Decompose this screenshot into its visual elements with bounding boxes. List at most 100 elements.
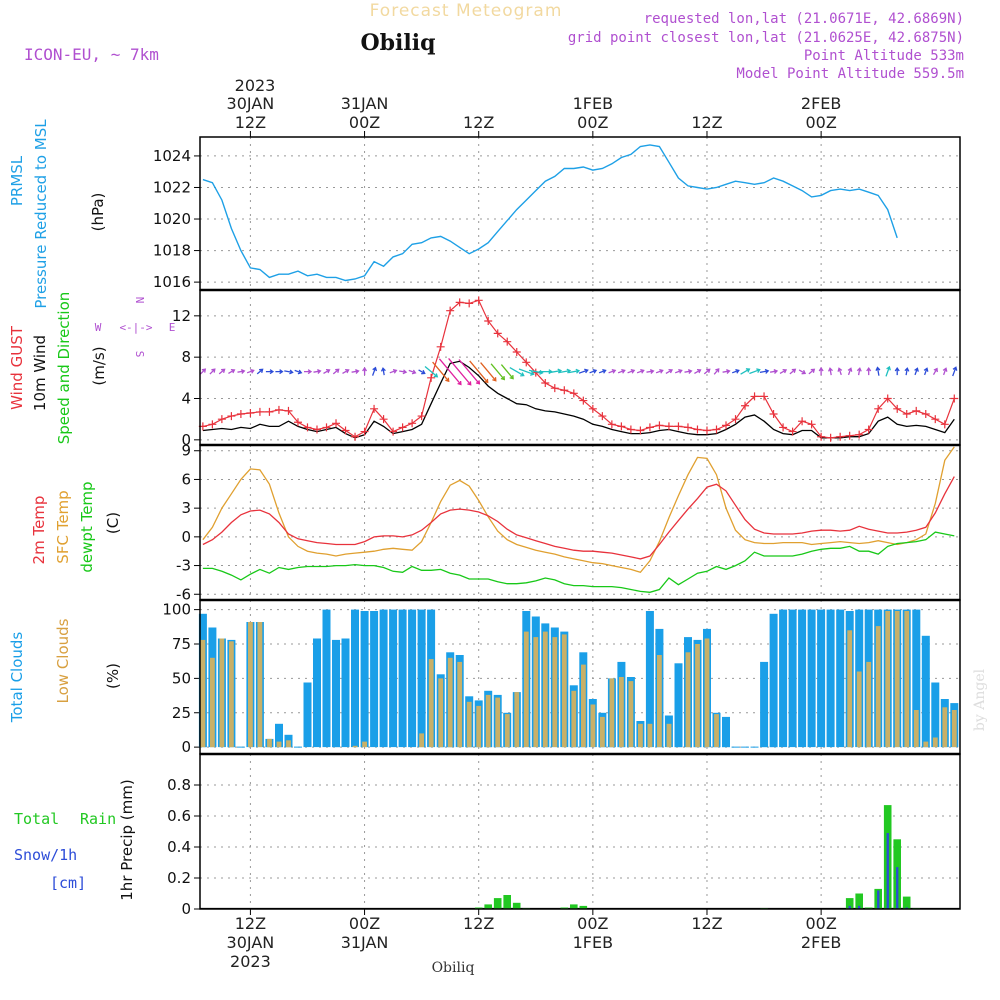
temp-unit: (C) [104,512,122,534]
snow-bar [858,905,861,909]
compass-mid: <-|-> [119,321,152,334]
top-day-label: 30JAN [227,94,275,113]
wind-direction-arrow [418,369,426,375]
gust-marker [712,425,721,434]
requested-coords: requested lon,lat (21.0671E, 42.6869N) [644,11,964,27]
wind-direction-arrow [847,367,853,376]
gust-marker [722,421,731,430]
bottom-hour-label: 12Z [463,914,494,933]
low-cloud-bar [438,678,444,748]
y-tick-label: 1020 [153,210,191,228]
gust-marker [455,298,464,307]
wind-direction-arrow [408,369,417,375]
low-cloud-bar [210,657,215,748]
total-cloud-bar [370,611,379,748]
wind-direction-arrow [779,368,788,374]
wind-label-speed-dir: Speed and Direction [55,292,73,445]
gust-marker [208,420,217,429]
gust-marker [826,433,835,442]
precip-label-rain: Rain [80,810,116,828]
gust-marker [817,432,826,441]
snow-bar [877,890,880,909]
wind-direction-arrow [558,368,572,374]
low-cloud-bar [362,741,367,748]
gust-marker [246,408,255,417]
y-tick-label: 0.6 [167,807,191,825]
low-cloud-bar [590,704,596,748]
low-cloud-bar [352,745,358,748]
wind-direction-arrow [694,368,702,374]
watermark: by Angel [972,668,988,731]
wind-direction-arrow [351,369,360,374]
low-cloud-bar [609,678,615,748]
panel-frame [199,136,961,291]
top-hour-label: 12Z [691,113,722,132]
low-cloud-bar [885,611,891,748]
point-altitude: Point Altitude 533m [804,48,964,64]
snow-bar [848,905,851,909]
gust-marker [332,419,341,428]
low-cloud-bar [257,622,263,748]
gust-marker [446,306,455,315]
low-cloud-bar [533,637,539,748]
low-cloud-bar [942,707,948,748]
wind-direction-arrow [759,368,770,374]
gridpoint-coords: grid point closest lon,lat (21.0625E, 42… [568,30,964,46]
y-tick-label: 1024 [153,147,191,165]
gust-marker [940,420,949,429]
wind-direction-arrow [432,361,450,383]
gust-marker [484,317,493,325]
rain-bar [845,898,854,909]
wind-direction-arrow [617,368,626,374]
wind-direction-arrow [237,369,246,374]
gust-marker [921,410,930,418]
gust-marker [465,299,474,308]
wind-direction-arrow [722,369,731,374]
bottom-day-label: 30JAN [227,933,275,952]
compass-w: W [95,321,102,334]
wind-direction-arrow [458,359,481,385]
gust-marker [760,392,769,401]
wind-unit: (m/s) [90,346,108,385]
wind-direction-arrow [749,368,761,375]
wind-direction-arrow [518,368,535,376]
wind-direction-arrow [598,368,607,374]
low-cloud-bar [875,626,881,748]
gust-marker [588,404,597,413]
gust-marker [874,404,883,413]
low-cloud-bar [932,737,938,748]
pressure-unit: (hPa) [89,193,107,232]
y-tick-label: 75 [172,635,191,653]
low-cloud-bar [951,710,957,748]
gust-marker [626,425,635,434]
gust-marker [674,422,683,431]
temp-label-2m: 2m Temp [30,496,48,565]
bottom-day-label: 1FEB [573,933,613,952]
wind-direction-arrow [828,367,833,376]
gust-marker [236,410,245,418]
wind-direction-arrow [284,369,294,375]
low-cloud-bar [847,630,853,748]
low-cloud-bar [913,710,919,748]
wind-direction-arrow [438,358,462,386]
compass-s: S [133,351,146,358]
y-tick-label: -6 [176,585,191,603]
y-tick-label: 100 [162,601,191,619]
gust-marker [312,425,321,434]
gust-marker [284,406,293,415]
low-cloud-bar [581,664,586,748]
top-hour-label: 00Z [349,113,380,132]
wind-direction-arrow [399,369,408,375]
gust-marker [493,329,502,338]
y-tick-label: 25 [172,704,191,722]
total-cloud-bar [836,609,845,748]
compass-e: E [169,321,176,334]
gust-marker [883,394,892,403]
low-cloud-bar [628,681,634,748]
bottom-hour-label: 00Z [349,914,380,933]
precip-label-cm: [cm] [50,874,86,892]
rain-bar [855,893,863,909]
rain-bar [570,904,578,909]
wind-direction-arrow [448,357,472,386]
